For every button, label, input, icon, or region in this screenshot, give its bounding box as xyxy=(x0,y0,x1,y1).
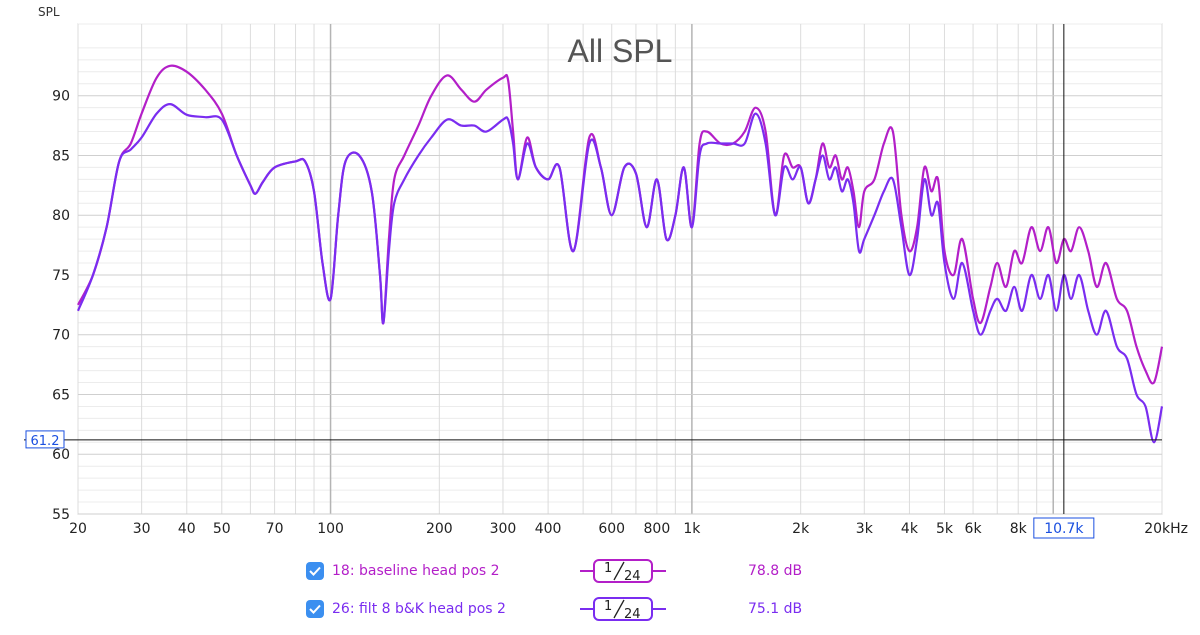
x-tick-label: 4k xyxy=(901,521,919,537)
series-1-label: 18: baseline head pos 2 xyxy=(332,563,500,579)
series-2-label: 26: filt 8 b&K head pos 2 xyxy=(332,601,506,617)
x-tick-label: 2k xyxy=(792,521,810,537)
svg-text:1: 1 xyxy=(604,561,612,576)
series-2-average: 75.1 dB xyxy=(748,601,803,617)
y-tick-label: 55 xyxy=(52,507,70,523)
smoothing-fraction-icon: 1 24 xyxy=(580,597,666,621)
x-tick-label: 6k xyxy=(965,521,983,537)
y-tick-label: 65 xyxy=(52,387,70,403)
x-tick-label: 40 xyxy=(178,521,196,537)
svg-text:1: 1 xyxy=(604,599,612,614)
series-2-checkbox[interactable] xyxy=(306,600,324,618)
y-tick-label: 80 xyxy=(52,208,70,224)
legend-row-1: 18: baseline head pos 2 1 24 1/24 78.8 d… xyxy=(306,559,802,583)
minor-grid xyxy=(78,23,1162,503)
chart-title: All SPL xyxy=(568,33,673,69)
y-tick-label: 75 xyxy=(52,268,70,284)
x-tick-label: 300 xyxy=(490,521,517,537)
x-tick-labels: 20 30 40 50 70 100 200 300 400 600 800 1k 2k 3k 4k 5k 6k… xyxy=(69,517,1188,539)
x-tick-label: 30 xyxy=(133,521,151,537)
x-tick-label: 70 xyxy=(266,521,284,537)
x-tick-label: 8k xyxy=(1010,521,1028,537)
smoothing-fraction-icon: 1 24 xyxy=(580,559,666,583)
svg-text:24: 24 xyxy=(624,569,641,583)
cursor-y-readout-box xyxy=(25,430,65,449)
checkmark-icon xyxy=(309,566,321,576)
x-tick-label: 100 xyxy=(317,521,344,537)
series-line-2 xyxy=(76,103,1164,444)
major-grid xyxy=(77,24,1163,515)
series-1-checkbox[interactable] xyxy=(306,562,324,580)
y-tick-labels: 55 60 65 70 75 80 85 90 61.2 xyxy=(25,89,70,523)
x-tick-label: 20kHz xyxy=(1144,521,1188,537)
series-1-average: 78.8 dB xyxy=(748,563,803,579)
cursor-layer xyxy=(24,24,1162,514)
x-tick-label: 20 xyxy=(69,521,87,537)
cursor-x-readout-box xyxy=(1033,517,1095,539)
x-tick-label: 1k xyxy=(683,521,701,537)
plot-area xyxy=(77,23,1163,515)
series-layer xyxy=(76,64,1164,444)
legend-row-2: 26: filt 8 b&K head pos 2 1 24 1/24 75.1… xyxy=(306,597,802,621)
cursor-y-readout: 61.2 xyxy=(31,434,60,449)
cursor-x-readout: 10.7k xyxy=(1044,521,1084,537)
x-tick-label: 50 xyxy=(213,521,231,537)
x-tick-label: 400 xyxy=(535,521,562,537)
y-axis-label: SPL xyxy=(38,5,60,19)
x-tick-label: 200 xyxy=(426,521,453,537)
y-tick-label: 90 xyxy=(52,89,70,105)
svg-text:24: 24 xyxy=(624,607,641,621)
y-tick-label: 60 xyxy=(52,447,70,463)
x-tick-label: 600 xyxy=(598,521,625,537)
series-2-smoothing-button[interactable]: 1 24 1/24 xyxy=(580,597,666,621)
y-tick-label: 70 xyxy=(52,328,70,344)
checkmark-icon xyxy=(309,604,321,614)
spl-chart: 20 30 40 50 70 100 200 300 400 600 800 1k 2k 3k 4k 5k 6k… xyxy=(24,5,1188,539)
series-1-smoothing-button[interactable]: 1 24 1/24 xyxy=(580,559,666,583)
x-tick-label: 3k xyxy=(856,521,874,537)
x-tick-label: 800 xyxy=(644,521,671,537)
y-tick-label: 85 xyxy=(52,148,70,164)
x-tick-label: 5k xyxy=(936,521,954,537)
